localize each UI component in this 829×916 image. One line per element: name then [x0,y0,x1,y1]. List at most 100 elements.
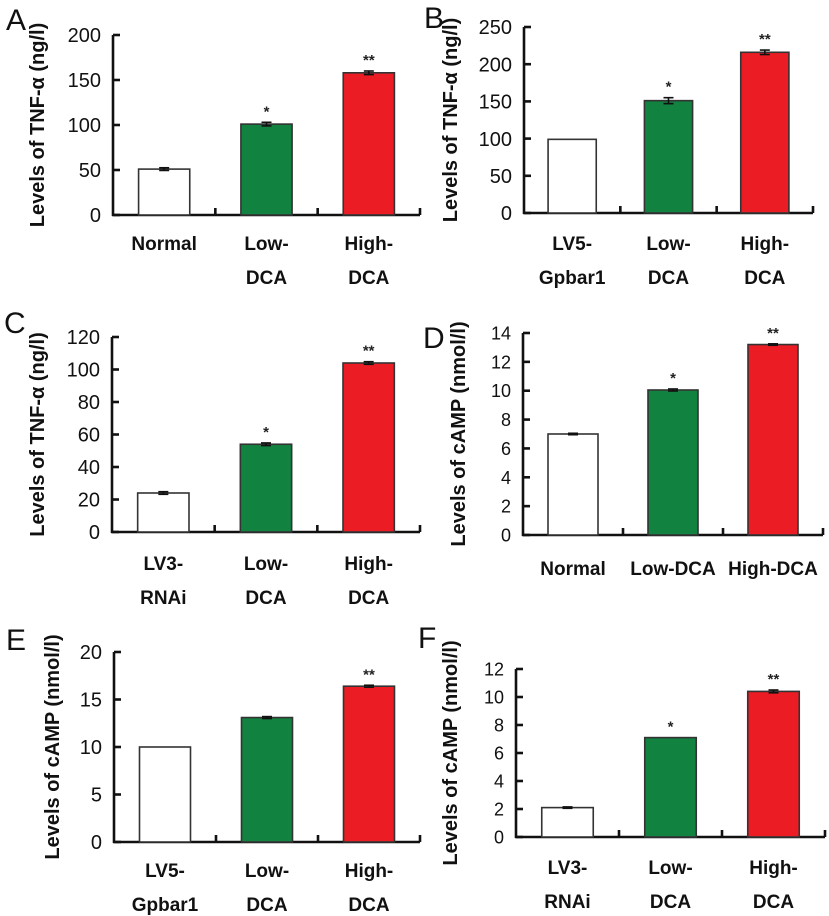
x-category-label: High-DCA [728,559,818,580]
significance-marker: ** [363,52,375,69]
x-category-label-line: DCA [348,268,389,289]
bar-control [547,138,598,214]
bar-high-dca [739,51,790,214]
x-category-label-line: High-DCA [728,559,818,580]
x-category-label-line: DCA [348,588,389,609]
x-category-label-line: Low- [245,861,289,882]
y-tick-label: 15 [80,690,102,712]
y-tick-label: 8 [494,715,504,735]
x-category-label: Low- DCA [244,554,288,609]
x-category-label-line: High- [345,234,394,255]
x-category-label-line: DCA [650,892,691,913]
panel-letter: C [4,307,26,340]
x-category-label: Low-DCA [630,559,716,580]
significance-marker: * [263,424,269,441]
x-category-label-line: Low- [244,234,288,255]
bar-low-dca [239,443,293,533]
x-category-label: Low- DCA [648,858,692,913]
bar-low-dca [647,389,699,536]
x-category-label-line: Low- [648,858,692,879]
x-category-label-line: DCA [246,895,287,916]
x-category-label-line: Low-DCA [630,559,716,580]
y-tick-label: 0 [501,203,512,225]
y-axis-title: Levels of cAMP (nmol/l) [42,634,64,859]
x-category-label-line: LV5- [552,234,592,255]
y-tick-label: 20 [80,642,102,664]
panel-letter: F [418,622,436,655]
y-tick-label: 2 [501,497,511,517]
panel-letter: D [423,322,445,355]
y-tick-label: 12 [484,659,504,679]
y-tick-label: 100 [67,360,100,382]
y-tick-label: 12 [491,352,511,372]
x-category-label: High- DCA [741,234,790,289]
x-category-label: High- DCA [344,554,393,609]
x-category-label-line: LV3- [143,554,183,575]
y-axis-title: Levels of cAMP (nmol/l) [448,321,470,546]
y-tick-label: 50 [79,160,101,182]
y-tick-label: 100 [479,129,512,151]
x-category-label-line: High- [749,858,798,879]
y-tick-label: 150 [68,70,101,92]
bar-high-dca [342,362,396,533]
bar-control [136,492,190,533]
x-category-label-line: DCA [348,895,389,916]
x-category-label: LV5- Gpbar1 [539,234,606,289]
significance-marker: ** [363,343,375,360]
x-category-label: Low-DCA [646,234,690,289]
significance-marker: ** [767,325,779,342]
y-tick-label: 2 [494,799,504,819]
x-category-label: Normal [540,559,605,580]
significance-marker: * [666,79,672,96]
x-category-label-line: High- [345,861,394,882]
y-tick-label: 14 [491,323,511,343]
x-category-label-line: High- [344,554,393,575]
bar-low-dca [240,123,293,216]
y-tick-label: 0 [91,832,102,854]
panel-e: E Levels of cAMP (nmol/l) 0 5 10 15 20 LV5- Gpba… [6,624,422,916]
bar-high-dca [747,343,799,536]
x-category-label-line: Low- [244,554,288,575]
x-category-label: Low- DCA [244,234,288,289]
y-tick-label: 6 [501,439,511,459]
bar-low-dca [240,716,294,843]
y-axis-title: Levels of TNF-α (ng/l) [27,332,49,537]
x-category-label-line: DCA [744,268,785,289]
x-category-label-line: RNAi [544,892,590,913]
panel-letter: E [6,624,26,657]
panel-d: D Levels of cAMP (nmol/l) 0 2 4 6 8 10 12 14 Norma… [423,321,825,580]
x-category-label-line: Gpbar1 [539,268,606,289]
x-category-label-line: DCA [753,892,794,913]
y-tick-label: 0 [501,525,511,545]
y-tick-label: 4 [501,468,511,488]
x-category-label-line: LV5- [145,861,185,882]
x-category-label-line: Gpbar1 [132,895,199,916]
y-tick-label: 10 [491,381,511,401]
x-category-label-line: High- [741,234,790,255]
y-tick-label: 80 [78,392,100,414]
x-category-label-line: Low- [646,234,690,255]
y-tick-label: 20 [78,490,100,512]
x-category-label-line: DCA [246,268,287,289]
y-tick-label: 50 [490,166,512,188]
significance-marker: ** [759,31,771,48]
bar-control [137,168,191,216]
bar-low-dca [643,736,698,838]
y-tick-label: 8 [501,410,511,430]
panel-letter: B [424,2,444,35]
y-tick-label: 10 [80,737,102,759]
x-category-label-line: DCA [245,588,286,609]
x-category-label: High- DCA [345,234,394,289]
bar-low-dca [643,99,694,214]
y-tick-label: 10 [484,687,504,707]
y-tick-label: 60 [78,425,100,447]
y-tick-label: 200 [479,54,512,76]
y-tick-label: 200 [68,25,101,47]
bar-high-dca [342,685,396,843]
bar-control [547,433,599,536]
y-tick-label: 0 [90,205,101,227]
